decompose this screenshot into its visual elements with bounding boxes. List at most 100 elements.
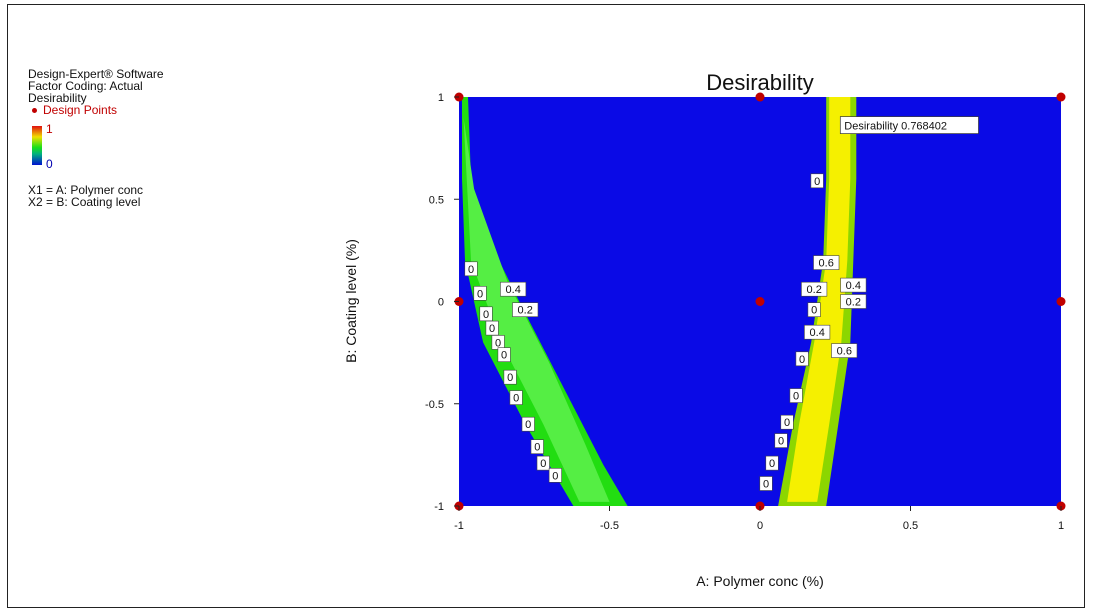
contour-label: 0.2: [801, 281, 828, 297]
contour-label: 0.6: [831, 343, 858, 358]
contour-label: 0: [536, 455, 550, 471]
x-axis-title: A: Polymer conc (%): [696, 573, 824, 589]
color-scale-low: 0: [46, 157, 53, 171]
contour-label-text: 0: [483, 309, 489, 321]
contour-label-text: 0: [477, 288, 483, 300]
contour-label-box: [810, 173, 824, 189]
contour-label-box: [840, 294, 867, 309]
contour-label: 0: [810, 173, 824, 189]
contour-label-box: [804, 324, 831, 340]
contour-label-text: 0.2: [807, 284, 822, 296]
contour-label: 0.2: [512, 302, 539, 318]
design-point: [755, 92, 765, 102]
contour-label: 0: [497, 347, 511, 363]
contour-label-text: 0.6: [819, 258, 834, 270]
contour-label-text: 0: [507, 372, 513, 384]
contour-label-box: [500, 281, 527, 297]
contour-label: 0: [795, 351, 809, 367]
design-point: [1056, 92, 1066, 102]
contour-label-box: [759, 476, 773, 491]
contour-label: 0: [521, 416, 535, 432]
contour-label-text: 0: [552, 470, 558, 482]
contour-label-box: [813, 255, 840, 270]
contour-label-text: 0.4: [846, 280, 861, 292]
contour-region-right-inner: [787, 97, 851, 502]
contour-label-box: [548, 467, 562, 483]
y-tick-label: 0.5: [429, 194, 444, 206]
contour-label: 0.2: [840, 294, 867, 309]
legend-panel: Design-Expert® Software Factor Coding: A…: [28, 68, 164, 208]
x-axis-ticks: -1 -0.5 0 0.5 1: [454, 506, 1064, 532]
contour-label: 0: [530, 439, 544, 455]
contour-label: 0: [479, 306, 493, 322]
contour-label-text: 0: [769, 458, 775, 470]
flag-text: Desirability 0.768402: [844, 121, 947, 133]
contour-label-text: 0: [468, 264, 474, 276]
y-tick-label: -0.5: [425, 399, 444, 411]
contour-label-box: [831, 343, 858, 358]
contour-label-text: 0: [811, 305, 817, 317]
contour-label-text: 0.2: [846, 297, 861, 309]
x-tick-label: 1: [1058, 520, 1064, 532]
contour-label-text: 0: [799, 354, 805, 366]
y-tick-label: 1: [438, 92, 444, 104]
contour-label: 0.4: [804, 324, 831, 340]
design-points-label: Design Points: [43, 103, 118, 117]
contour-region-left-inner: [463, 117, 610, 502]
contour-label: 0.4: [500, 281, 527, 297]
contour-label: 0.6: [813, 255, 840, 270]
contour-label: 0: [491, 335, 505, 350]
x-tick-label: 0.5: [903, 520, 918, 532]
contour-label: 0: [789, 388, 803, 403]
contour-label: 0: [765, 455, 779, 471]
contour-label: 0: [509, 390, 523, 405]
contour-label: 0: [774, 433, 788, 448]
contour-label-box: [789, 388, 803, 403]
y-tick-label: 0: [438, 297, 444, 309]
contour-label-text: 0: [814, 176, 820, 188]
color-scale-high: 1: [46, 122, 53, 136]
contour-label-text: 0.4: [810, 327, 825, 339]
response-label: Desirability: [28, 91, 87, 105]
contour-label-box: [479, 306, 493, 322]
contour-label: 0: [503, 369, 517, 385]
contour-label-box: [473, 285, 487, 301]
x-tick-label: 0: [757, 520, 763, 532]
x2-definition: X2 = B: Coating level: [28, 195, 141, 209]
contour-label: 0.4: [840, 277, 867, 293]
factor-coding-label: Factor Coding: Actual: [28, 79, 143, 93]
y-tick-label: -1: [434, 501, 444, 513]
software-label: Design-Expert® Software: [28, 67, 164, 81]
contour-label-text: 0: [501, 350, 507, 362]
contour-label: 0: [807, 302, 821, 318]
design-point: [1056, 297, 1066, 306]
contour-label-box: [536, 455, 550, 471]
contour-label-text: 0: [525, 419, 531, 431]
contour-label-box: [840, 277, 867, 293]
y-axis-ticks: -1 -0.5 0 0.5 1: [425, 92, 459, 513]
contour-label-box: [795, 351, 809, 367]
contour-regions: [462, 97, 857, 506]
contour-label-box: [774, 433, 788, 448]
contour-label-text: 0.4: [506, 284, 521, 296]
contour-label-box: [521, 416, 535, 432]
x-tick-label: -0.5: [600, 520, 619, 532]
contour-label-box: [503, 369, 517, 385]
contour-label-text: 0: [778, 436, 784, 448]
contour-label-box: [807, 302, 821, 318]
contour-label-text: 0.2: [518, 305, 533, 317]
contour-label-text: 0: [495, 337, 501, 349]
chart-title: Desirability: [706, 70, 814, 95]
x1-definition: X1 = A: Polymer conc: [28, 183, 144, 197]
y-axis-title: B: Coating level (%): [343, 239, 359, 363]
contour-label-text: 0: [540, 458, 546, 470]
contour-label-box: [801, 281, 828, 297]
design-point-marker-icon: [32, 107, 37, 113]
contour-label-box: [530, 439, 544, 455]
contour-label: 0: [464, 261, 478, 277]
contour-label-box: [497, 347, 511, 363]
desirability-flag: Desirability 0.768402: [839, 116, 979, 134]
flag-box: [839, 116, 979, 134]
